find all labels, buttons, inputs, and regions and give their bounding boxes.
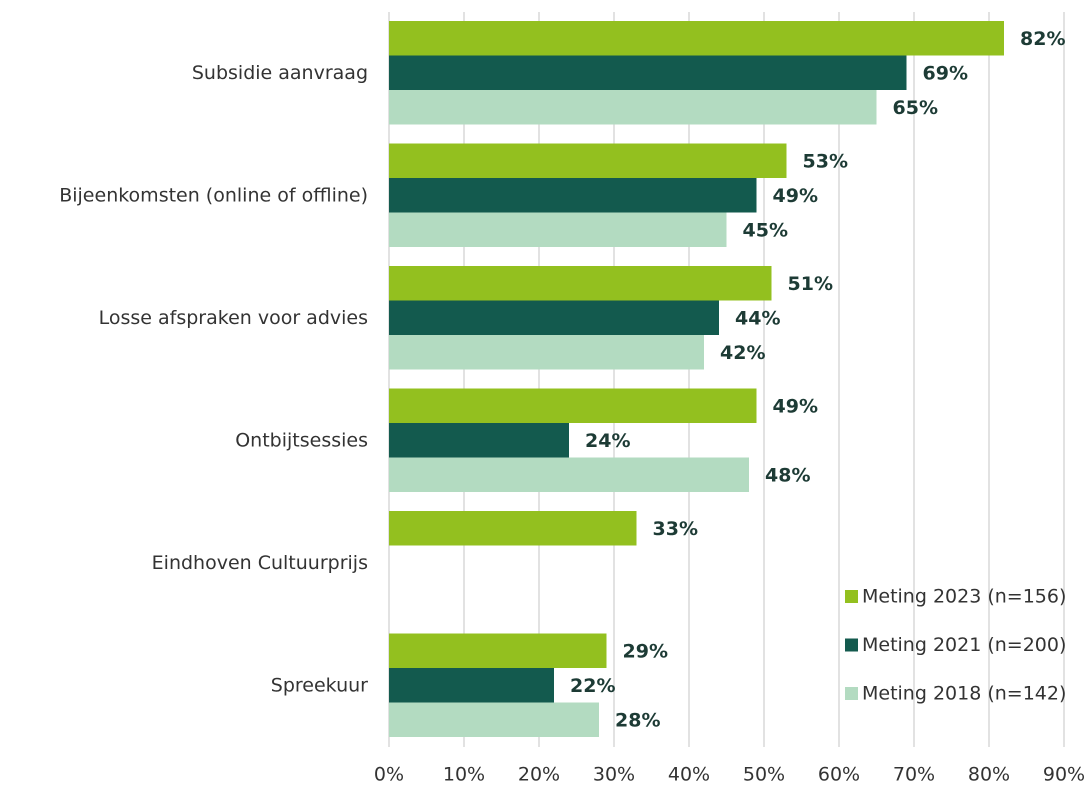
legend-label: Meting 2021 (n=200) bbox=[862, 634, 1066, 656]
value-label: 29% bbox=[623, 640, 668, 662]
bar bbox=[389, 668, 554, 703]
bar bbox=[389, 266, 772, 301]
value-label: 65% bbox=[893, 97, 938, 119]
x-tick-label: 40% bbox=[668, 764, 710, 786]
value-label: 33% bbox=[653, 518, 698, 540]
value-label: 28% bbox=[615, 709, 660, 731]
value-label: 49% bbox=[773, 395, 818, 417]
value-label: 69% bbox=[923, 62, 968, 84]
x-tick-label: 70% bbox=[893, 764, 935, 786]
value-label: 51% bbox=[788, 273, 833, 295]
category-label: Ontbijtsessies bbox=[235, 429, 368, 451]
bar bbox=[389, 143, 787, 178]
bar bbox=[389, 178, 757, 213]
bar bbox=[389, 55, 907, 90]
legend-swatch bbox=[845, 590, 858, 603]
value-label: 42% bbox=[720, 342, 765, 364]
bar bbox=[389, 457, 749, 492]
value-label: 49% bbox=[773, 185, 818, 207]
x-tick-label: 50% bbox=[743, 764, 785, 786]
bar bbox=[389, 21, 1004, 56]
bar bbox=[389, 388, 757, 423]
category-label: Subsidie aanvraag bbox=[192, 62, 368, 84]
x-tick-label: 30% bbox=[593, 764, 635, 786]
x-tick-label: 0% bbox=[374, 764, 404, 786]
value-label: 44% bbox=[735, 307, 780, 329]
value-label: 53% bbox=[803, 150, 848, 172]
x-tick-label: 20% bbox=[518, 764, 560, 786]
value-label: 82% bbox=[1020, 28, 1065, 50]
legend-label: Meting 2023 (n=156) bbox=[862, 586, 1066, 608]
legend-swatch bbox=[845, 687, 858, 700]
category-label: Bijeenkomsten (online of offline) bbox=[59, 184, 368, 206]
bar bbox=[389, 702, 599, 737]
x-tick-label: 10% bbox=[443, 764, 485, 786]
x-tick-label: 90% bbox=[1043, 764, 1085, 786]
bar bbox=[389, 90, 877, 125]
category-label: Losse afspraken voor advies bbox=[99, 307, 368, 329]
bar bbox=[389, 335, 704, 370]
bar bbox=[389, 212, 727, 247]
value-label: 48% bbox=[765, 464, 810, 486]
bar bbox=[389, 300, 719, 335]
bar bbox=[389, 511, 637, 546]
bar bbox=[389, 633, 607, 668]
value-label: 24% bbox=[585, 430, 630, 452]
value-label: 45% bbox=[743, 219, 788, 241]
category-label: Eindhoven Cultuurprijs bbox=[152, 552, 368, 574]
x-tick-label: 60% bbox=[818, 764, 860, 786]
category-label: Spreekuur bbox=[271, 674, 368, 696]
legend-label: Meting 2018 (n=142) bbox=[862, 683, 1066, 705]
x-tick-label: 80% bbox=[968, 764, 1010, 786]
value-label: 22% bbox=[570, 675, 615, 697]
legend-swatch bbox=[845, 638, 858, 652]
bar bbox=[389, 423, 569, 458]
